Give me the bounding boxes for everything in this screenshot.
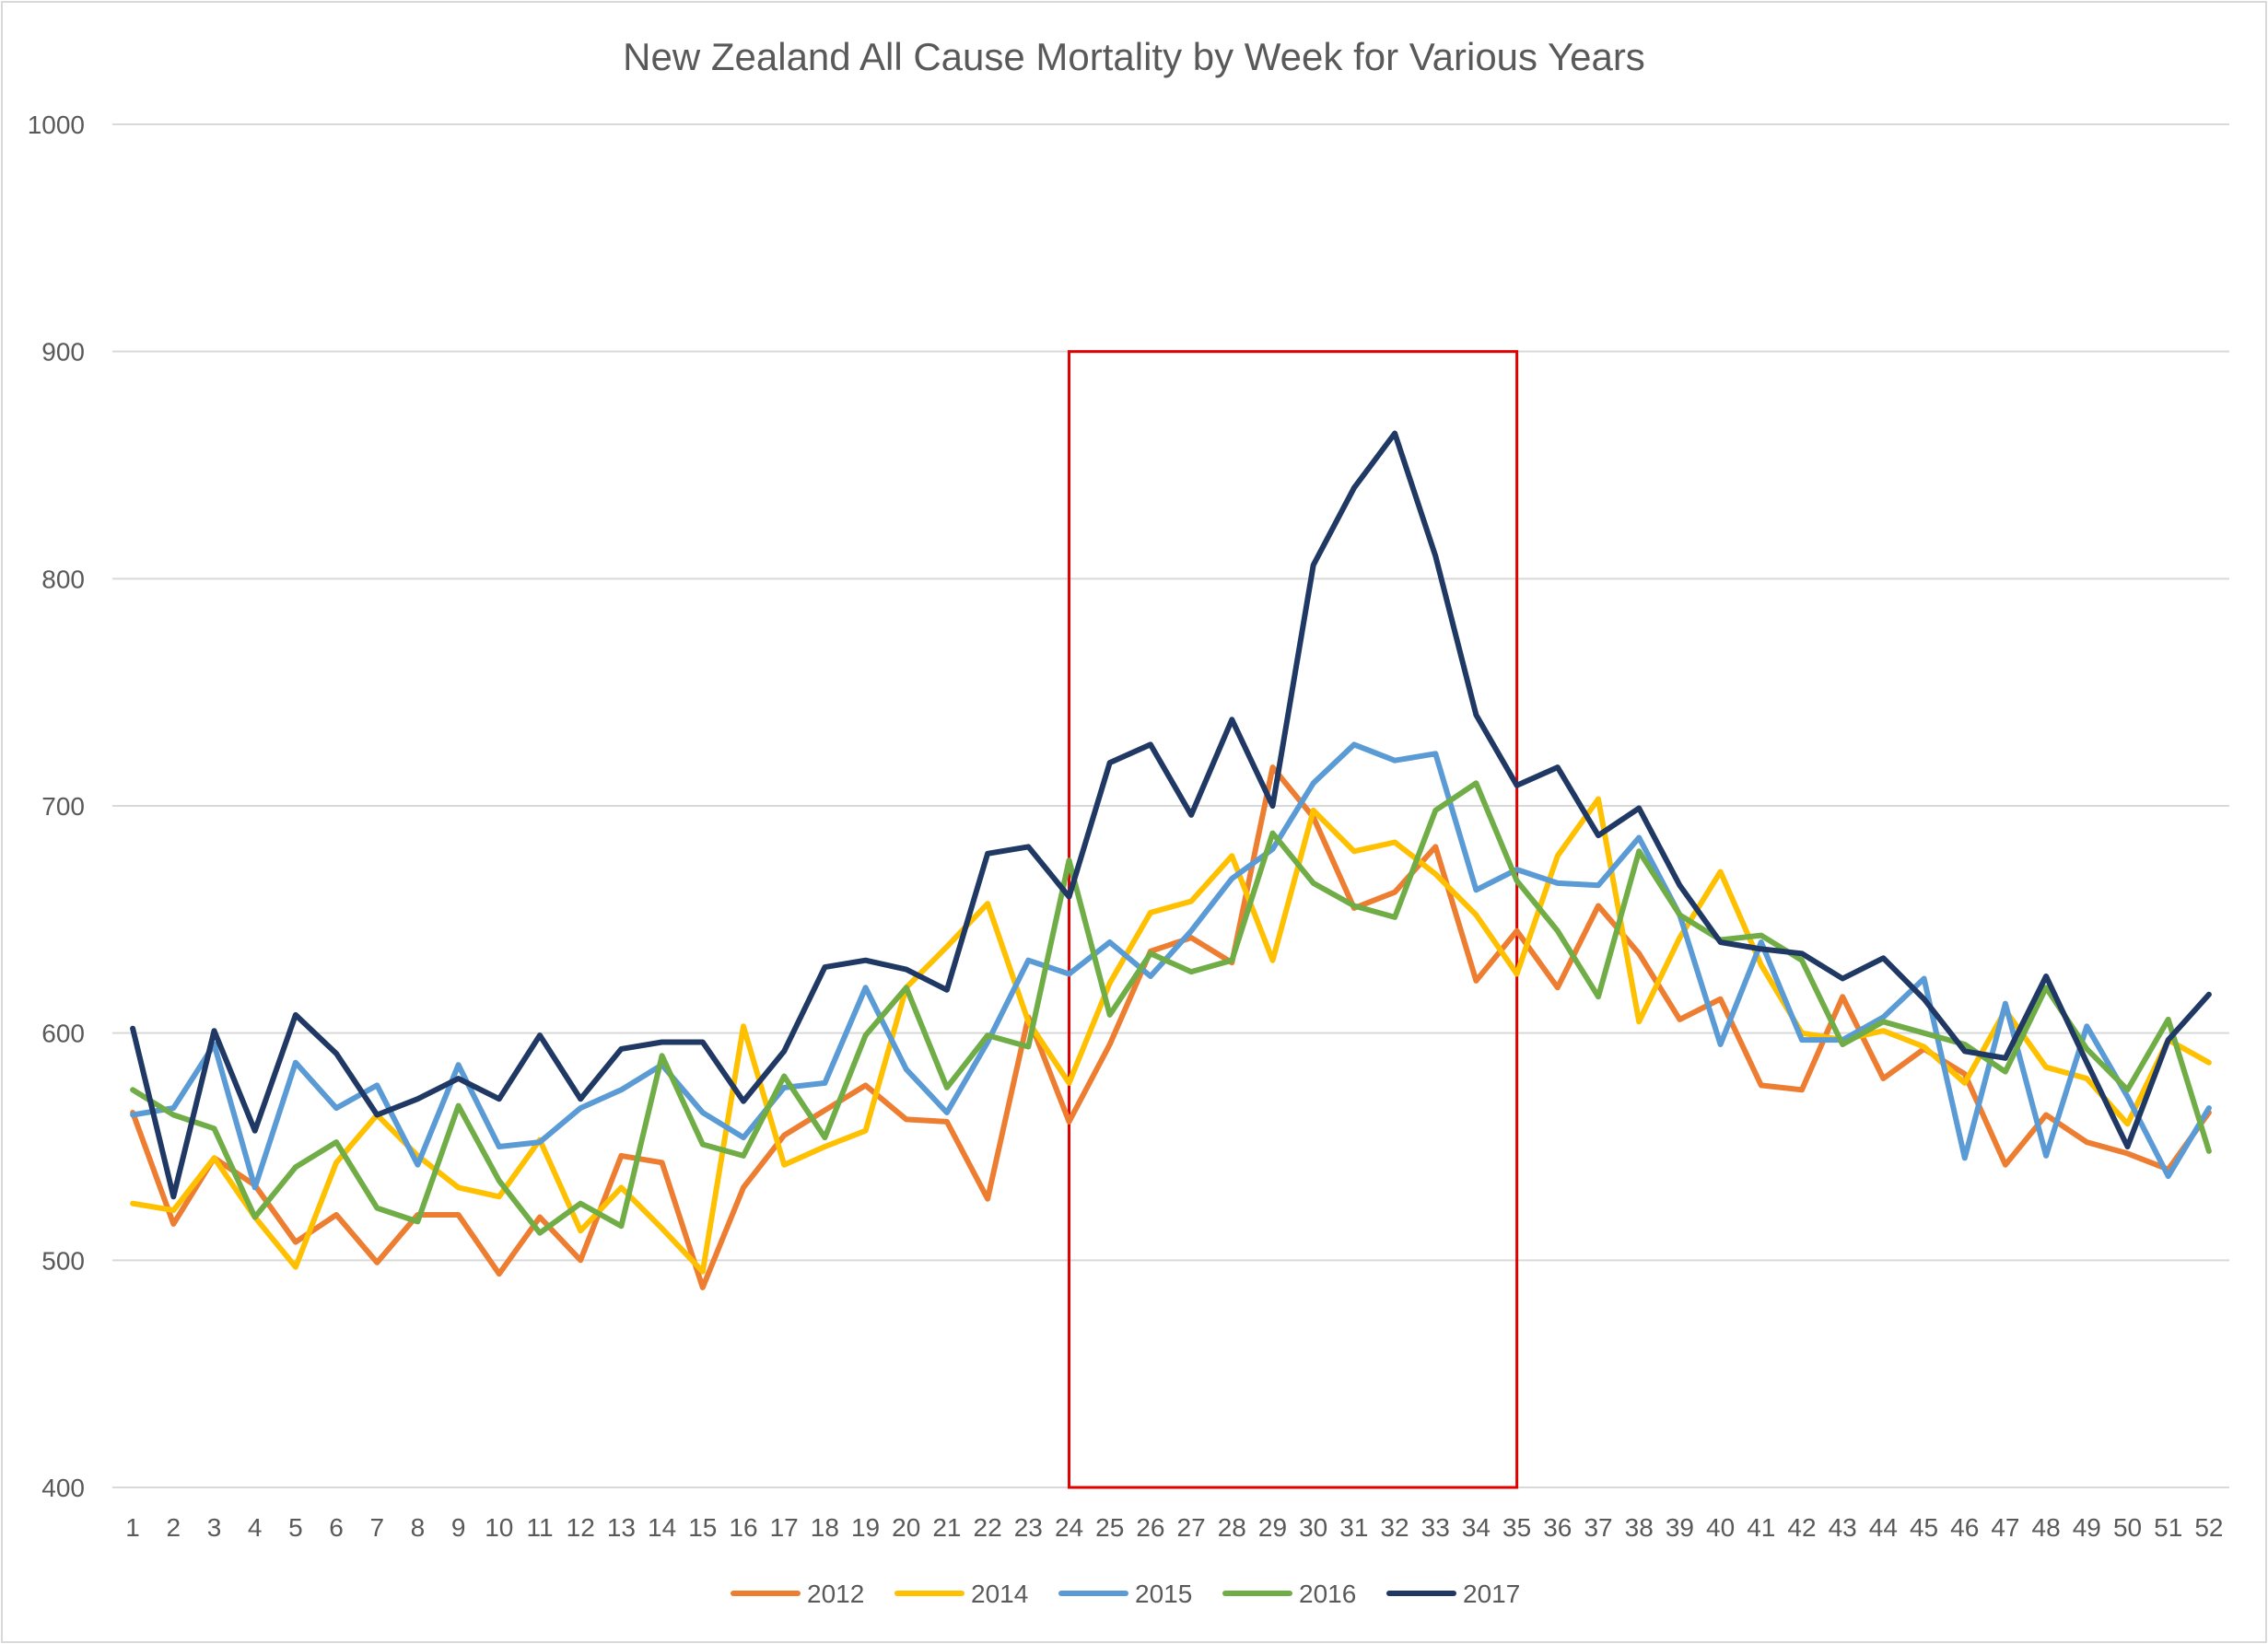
x-tick-label: 29: [1258, 1513, 1287, 1542]
x-tick-label: 38: [1625, 1513, 1654, 1542]
legend-label: 2017: [1463, 1580, 1520, 1608]
x-tick-label: 33: [1421, 1513, 1450, 1542]
x-tick-label: 48: [2032, 1513, 2061, 1542]
x-tick-label: 19: [851, 1513, 880, 1542]
x-tick-label: 1: [125, 1513, 140, 1542]
x-tick-label: 11: [526, 1513, 553, 1542]
x-tick-label: 26: [1136, 1513, 1164, 1542]
x-tick-label: 9: [451, 1513, 466, 1542]
x-tick-label: 35: [1502, 1513, 1531, 1542]
x-tick-label: 36: [1543, 1513, 1572, 1542]
x-tick-label: 20: [892, 1513, 920, 1542]
x-tick-label: 46: [1950, 1513, 1979, 1542]
x-tick-label: 14: [648, 1513, 676, 1542]
x-tick-label: 39: [1666, 1513, 1694, 1542]
x-tick-label: 24: [1055, 1513, 1083, 1542]
x-tick-label: 6: [329, 1513, 344, 1542]
x-tick-label: 28: [1218, 1513, 1246, 1542]
x-tick-label: 37: [1584, 1513, 1612, 1542]
x-tick-label: 34: [1462, 1513, 1491, 1542]
y-tick-label: 800: [41, 565, 85, 593]
x-tick-label: 40: [1706, 1513, 1735, 1542]
x-tick-label: 5: [288, 1513, 303, 1542]
legend-label: 2014: [971, 1580, 1028, 1608]
legend-label: 2016: [1299, 1580, 1356, 1608]
x-tick-label: 32: [1380, 1513, 1409, 1542]
x-tick-label: 52: [2194, 1513, 2223, 1542]
x-tick-label: 51: [2154, 1513, 2182, 1542]
x-tick-label: 8: [411, 1513, 426, 1542]
x-tick-label: 50: [2113, 1513, 2142, 1542]
x-tick-label: 2: [166, 1513, 181, 1542]
x-tick-label: 7: [369, 1513, 384, 1542]
x-tick-label: 43: [1829, 1513, 1857, 1542]
x-tick-label: 17: [770, 1513, 799, 1542]
x-tick-label: 18: [811, 1513, 839, 1542]
x-tick-label: 23: [1014, 1513, 1043, 1542]
x-tick-label: 12: [567, 1513, 595, 1542]
x-tick-label: 4: [248, 1513, 263, 1542]
y-tick-label: 1000: [28, 111, 85, 139]
x-tick-label: 13: [607, 1513, 636, 1542]
x-tick-label: 3: [207, 1513, 222, 1542]
y-tick-label: 700: [41, 792, 85, 821]
x-tick-label: 41: [1747, 1513, 1775, 1542]
x-tick-label: 16: [729, 1513, 757, 1542]
legend-label: 2015: [1135, 1580, 1192, 1608]
x-tick-label: 27: [1177, 1513, 1206, 1542]
x-tick-label: 15: [688, 1513, 717, 1542]
y-tick-label: 600: [41, 1020, 85, 1048]
x-tick-label: 47: [1991, 1513, 2019, 1542]
x-tick-label: 45: [1910, 1513, 1938, 1542]
x-tick-label: 30: [1299, 1513, 1327, 1542]
x-tick-label: 49: [2073, 1513, 2101, 1542]
x-tick-label: 21: [932, 1513, 961, 1542]
x-tick-label: 25: [1095, 1513, 1124, 1542]
x-tick-label: 10: [485, 1513, 513, 1542]
y-tick-label: 500: [41, 1246, 85, 1275]
y-tick-label: 900: [41, 338, 85, 367]
chart-title: New Zealand All Cause Mortality by Week …: [623, 35, 1645, 78]
legend-label: 2012: [807, 1580, 864, 1608]
x-tick-label: 31: [1339, 1513, 1368, 1542]
y-tick-label: 400: [41, 1474, 85, 1502]
x-tick-label: 44: [1869, 1513, 1898, 1542]
x-tick-label: 42: [1787, 1513, 1816, 1542]
x-tick-label: 22: [974, 1513, 1002, 1542]
